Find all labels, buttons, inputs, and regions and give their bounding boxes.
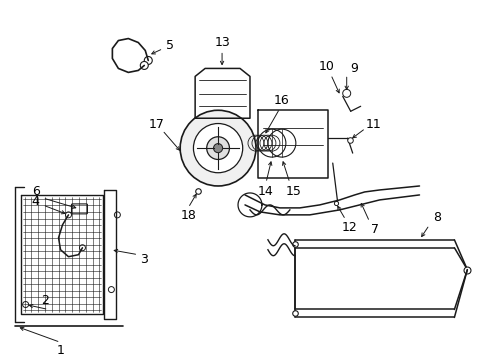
- Text: 8: 8: [432, 211, 441, 224]
- Circle shape: [140, 62, 148, 69]
- Circle shape: [80, 245, 85, 251]
- Text: 1: 1: [57, 344, 64, 357]
- Text: 5: 5: [166, 39, 174, 52]
- Circle shape: [213, 144, 222, 153]
- Text: 10: 10: [318, 60, 334, 73]
- Text: 15: 15: [285, 185, 301, 198]
- Circle shape: [342, 89, 350, 97]
- Text: 4: 4: [32, 195, 40, 208]
- Circle shape: [65, 212, 71, 218]
- Text: 16: 16: [273, 94, 289, 107]
- Circle shape: [144, 57, 152, 64]
- Text: 2: 2: [41, 294, 48, 307]
- Text: 6: 6: [32, 185, 40, 198]
- Text: 11: 11: [365, 118, 381, 131]
- Text: 9: 9: [350, 62, 358, 75]
- Circle shape: [180, 110, 255, 186]
- Circle shape: [193, 123, 242, 173]
- Text: 7: 7: [370, 223, 378, 236]
- FancyBboxPatch shape: [71, 204, 87, 214]
- Text: 3: 3: [140, 253, 148, 266]
- Text: 12: 12: [341, 221, 357, 234]
- Circle shape: [206, 137, 229, 159]
- Text: 13: 13: [214, 36, 229, 49]
- Text: 18: 18: [180, 210, 196, 222]
- Text: 14: 14: [258, 185, 273, 198]
- Text: 17: 17: [148, 118, 164, 131]
